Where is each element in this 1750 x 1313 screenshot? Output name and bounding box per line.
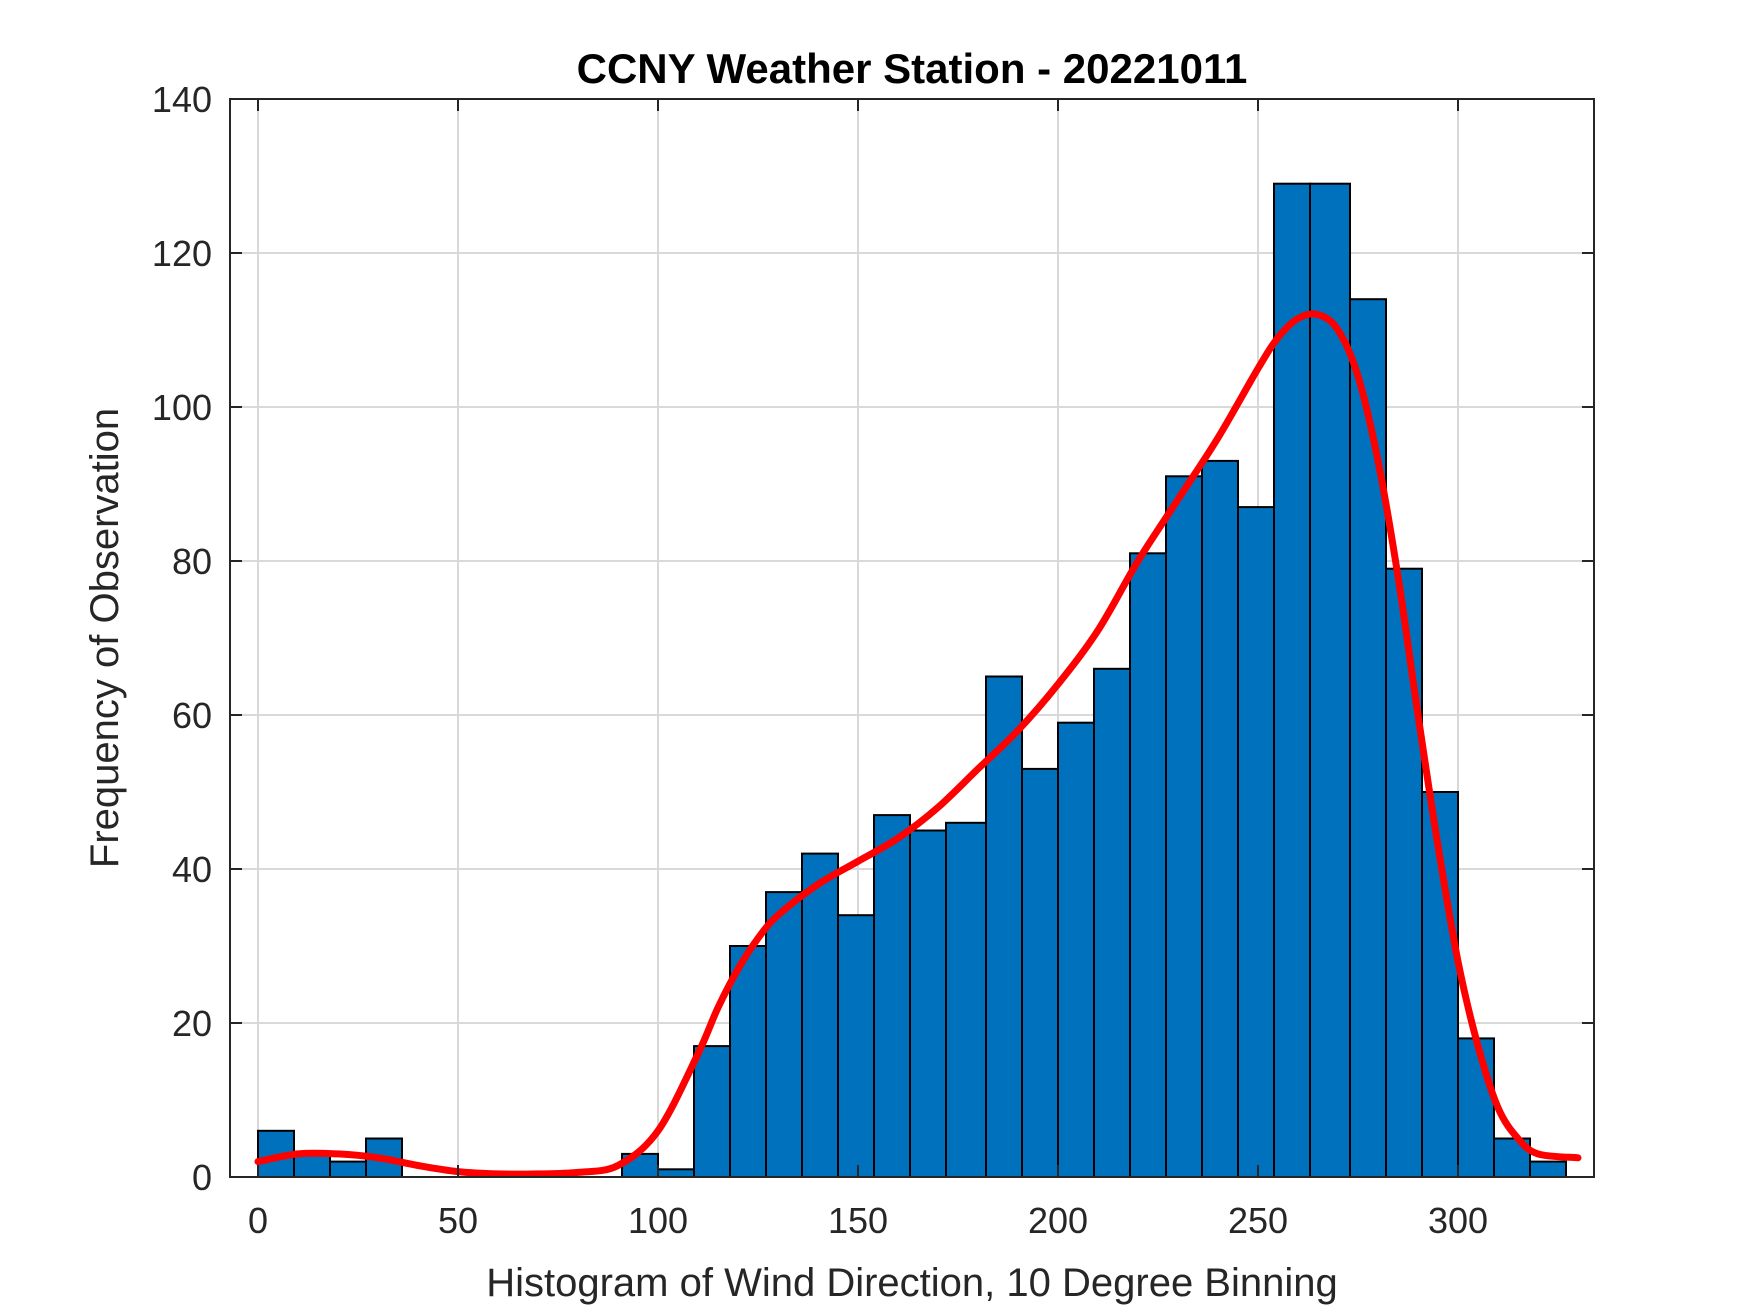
histogram-bar [693, 1045, 731, 1178]
density-curve-layer [254, 310, 1582, 1178]
plot-frame [229, 98, 1595, 1178]
histogram-bar [1237, 506, 1275, 1179]
x-tick-labels: 0 50 100 150 200 250 300 [248, 1200, 1488, 1241]
x-axis-label: Histogram of Wind Direction, 10 Degree B… [486, 1261, 1338, 1305]
histogram-bar [1349, 298, 1387, 1178]
histogram-bar [945, 821, 987, 1178]
y-tick-label: 0 [192, 1157, 212, 1198]
histogram-bar [1165, 475, 1203, 1178]
histogram-bar [329, 1160, 367, 1178]
y-tick-label: 140 [152, 79, 212, 120]
histogram-bar [1457, 1037, 1495, 1179]
density-curve [254, 310, 1582, 1178]
histogram-bar [729, 945, 767, 1178]
histogram-bar [765, 891, 803, 1178]
y-tick-label: 120 [152, 233, 212, 274]
histogram-bar [1529, 1160, 1567, 1178]
x-tick-label: 250 [1228, 1200, 1288, 1241]
histogram-bar [293, 1152, 331, 1179]
histogram-bar [1385, 567, 1423, 1178]
y-tick-label: 60 [172, 695, 212, 736]
x-tick-label: 0 [248, 1200, 268, 1241]
histogram-bar [909, 829, 947, 1178]
histogram-bar [837, 914, 875, 1178]
histogram-bar [801, 852, 839, 1178]
x-tick-label: 50 [438, 1200, 478, 1241]
y-tick-label: 20 [172, 1003, 212, 1044]
x-tick-label: 150 [828, 1200, 888, 1241]
histogram-bar [873, 814, 911, 1178]
x-tick-label: 300 [1428, 1200, 1488, 1241]
y-tick-labels: 0 20 40 60 80 100 120 140 [152, 79, 212, 1198]
histogram-bar [657, 1168, 695, 1179]
histogram-bar [1093, 667, 1131, 1178]
y-axis-label: Frequency of Observation [83, 408, 127, 868]
histogram-bar [1021, 767, 1059, 1179]
x-tick-label: 100 [628, 1200, 688, 1241]
x-tick-label: 200 [1028, 1200, 1088, 1241]
histogram-bar [1201, 459, 1239, 1178]
y-tick-label: 80 [172, 541, 212, 582]
histogram-bar [1057, 721, 1095, 1178]
histogram-bar [1129, 552, 1167, 1178]
histogram-bar [1309, 182, 1351, 1178]
y-tick-label: 100 [152, 387, 212, 428]
histogram-bar [1273, 182, 1311, 1178]
chart-title: CCNY Weather Station - 20221011 [577, 45, 1248, 92]
axis-ticks [230, 98, 1594, 1178]
y-tick-label: 40 [172, 849, 212, 890]
